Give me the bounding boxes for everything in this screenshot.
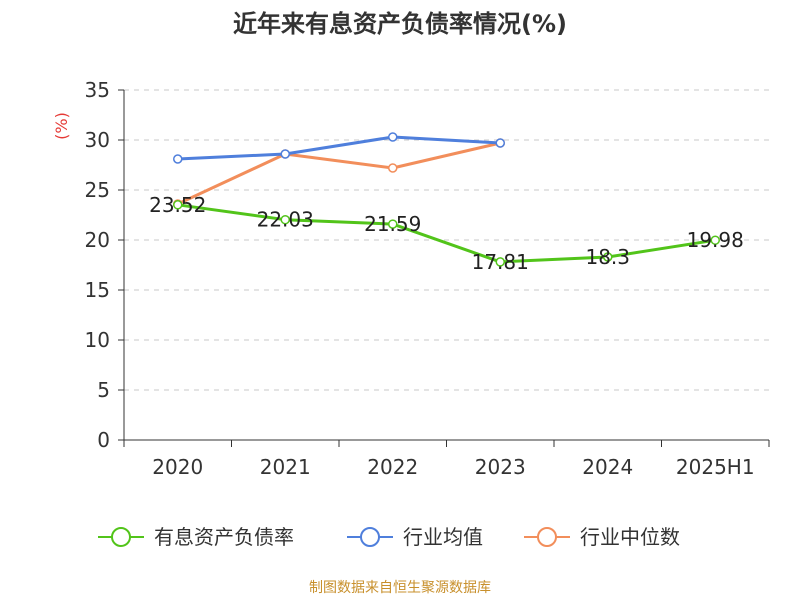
- legend-item[interactable]: 有息资产负债率: [98, 525, 294, 549]
- series-line: [176, 141, 502, 206]
- data-label: 18.3: [585, 245, 630, 269]
- x-tick-label: 2023: [475, 455, 526, 479]
- x-tick-label: 2021: [260, 455, 311, 479]
- data-point[interactable]: [495, 257, 505, 267]
- y-tick-label: 0: [97, 428, 110, 452]
- source-note: 制图数据来自恒生聚源数据库: [309, 580, 491, 596]
- grid-lines: [124, 89, 769, 391]
- x-tick-label: 2020: [152, 455, 203, 479]
- y-tick-label: 25: [85, 178, 110, 202]
- legend-swatch-marker: [111, 527, 131, 547]
- y-tick-label: 30: [85, 128, 110, 152]
- data-label: 22.03: [257, 208, 314, 232]
- data-point[interactable]: [173, 200, 183, 210]
- chart-title: 近年来有息资产负债率情况(%): [233, 10, 567, 38]
- legend-label: 行业均值: [403, 525, 483, 549]
- legend-swatch-marker: [360, 527, 380, 547]
- data-point[interactable]: [495, 138, 505, 148]
- legend-label: 有息资产负债率: [154, 525, 294, 549]
- data-point[interactable]: [603, 252, 613, 262]
- data-point[interactable]: [710, 235, 720, 245]
- data-label: 19.98: [687, 228, 744, 252]
- legend-item[interactable]: 行业中位数: [524, 525, 680, 549]
- y-axis-unit: (%): [52, 112, 71, 140]
- series-line: [176, 135, 502, 161]
- x-tick-label: 2025H1: [676, 455, 755, 479]
- legend-item[interactable]: 行业均值: [347, 525, 483, 549]
- data-point[interactable]: [388, 132, 398, 142]
- data-point[interactable]: [388, 219, 398, 229]
- data-labels: 23.52 22.03 21.59 17.81 18.3 19.98: [149, 193, 744, 274]
- data-point[interactable]: [280, 214, 290, 225]
- legend-label: 行业中位数: [580, 525, 680, 549]
- y-tick-label: 5: [97, 378, 110, 402]
- axes: 0 5 10 15 20 25 30 35 2020 2021 2022 2023 2024 2025H1: [85, 78, 770, 479]
- data-label: 17.81: [472, 250, 529, 274]
- legend[interactable]: 有息资产负债率 行业均值 行业中位数: [98, 525, 680, 549]
- y-tick-label: 20: [85, 228, 110, 252]
- data-point[interactable]: [280, 149, 290, 159]
- series-line: [176, 203, 717, 264]
- legend-swatch-marker: [537, 527, 557, 547]
- y-tick-label: 15: [85, 278, 110, 302]
- x-tick-label: 2022: [367, 455, 418, 479]
- x-tick-label: 2024: [582, 455, 633, 479]
- data-point[interactable]: [173, 154, 183, 164]
- data-label: 23.52: [149, 193, 206, 217]
- y-tick-label: 10: [85, 328, 110, 352]
- y-tick-label: 35: [85, 78, 110, 102]
- data-label: 21.59: [364, 212, 421, 236]
- data-point[interactable]: [388, 163, 398, 173]
- series-layer: [173, 132, 720, 267]
